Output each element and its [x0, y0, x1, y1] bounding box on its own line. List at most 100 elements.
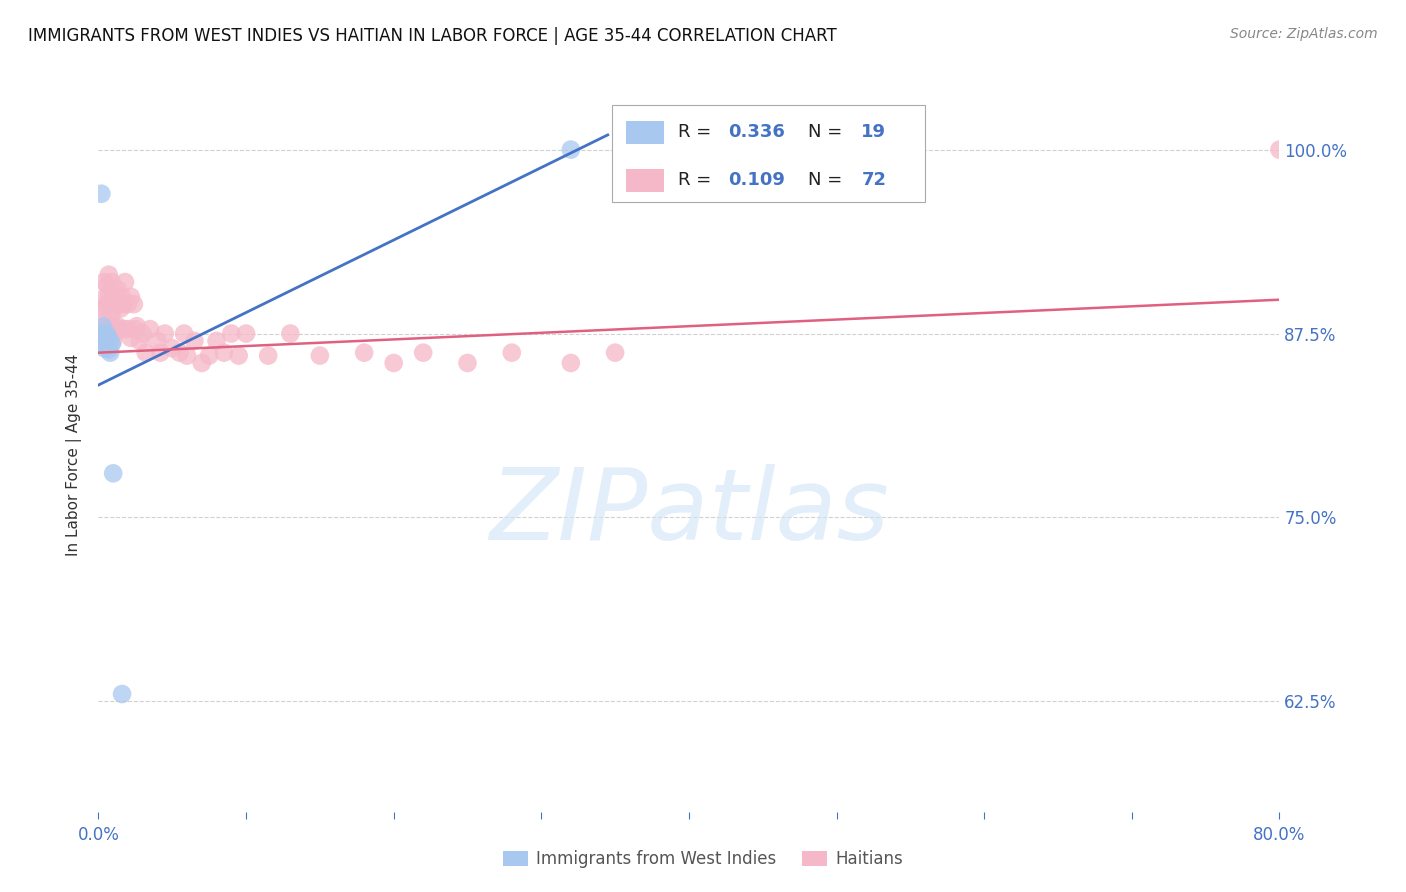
Point: [97, 343, 120, 357]
Point: [173, 326, 195, 341]
Point: [96, 297, 118, 311]
Point: [94, 334, 117, 348]
Point: [108, 297, 131, 311]
Point: [103, 467, 125, 481]
Point: [94, 333, 117, 347]
Point: [128, 334, 150, 348]
Legend: Immigrants from West Indies, Haitians: Immigrants from West Indies, Haitians: [496, 844, 910, 875]
Point: [149, 345, 172, 359]
Point: [91, 326, 114, 341]
Point: [456, 356, 478, 370]
Text: Source: ZipAtlas.com: Source: ZipAtlas.com: [1230, 27, 1378, 41]
Point: [235, 326, 257, 341]
Point: [98, 325, 121, 339]
Point: [91, 301, 114, 316]
Point: [117, 322, 139, 336]
Point: [139, 322, 162, 336]
Point: [94, 290, 117, 304]
Text: ZIPatlas: ZIPatlas: [489, 464, 889, 560]
Point: [93, 275, 115, 289]
Point: [353, 345, 375, 359]
Point: [93, 329, 115, 343]
Point: [228, 349, 250, 363]
Point: [93, 315, 115, 329]
Point: [100, 307, 122, 321]
Point: [124, 322, 146, 336]
Point: [98, 345, 121, 359]
Point: [176, 349, 198, 363]
FancyBboxPatch shape: [626, 169, 664, 192]
Point: [104, 322, 127, 336]
Text: 19: 19: [862, 123, 886, 141]
Point: [97, 324, 120, 338]
Point: [120, 290, 142, 304]
Text: R =: R =: [678, 123, 717, 141]
Point: [114, 275, 136, 289]
Point: [96, 335, 118, 350]
Point: [278, 326, 302, 341]
Point: [257, 349, 280, 363]
Point: [205, 334, 228, 348]
Point: [120, 331, 142, 345]
Point: [91, 325, 114, 339]
Point: [107, 282, 129, 296]
Point: [90, 186, 112, 201]
Point: [169, 345, 191, 359]
Point: [162, 341, 183, 355]
Point: [117, 297, 139, 311]
Point: [412, 345, 434, 359]
Text: 0.109: 0.109: [728, 171, 785, 189]
Point: [107, 319, 129, 334]
Point: [122, 297, 145, 311]
Point: [93, 341, 115, 355]
Point: [111, 290, 134, 304]
Point: [132, 326, 155, 341]
Point: [198, 349, 221, 363]
Point: [97, 290, 120, 304]
Point: [98, 334, 121, 348]
Point: [191, 356, 214, 370]
Point: [212, 345, 235, 359]
Point: [146, 334, 169, 348]
Text: N =: N =: [808, 171, 848, 189]
Point: [103, 301, 125, 316]
Point: [1268, 143, 1291, 157]
Point: [94, 300, 117, 314]
Point: [112, 297, 135, 311]
Text: 72: 72: [862, 171, 886, 189]
Point: [382, 356, 405, 370]
Point: [110, 322, 132, 336]
Point: [183, 334, 205, 348]
Point: [1298, 304, 1320, 318]
Point: [103, 334, 125, 348]
Point: [103, 319, 125, 334]
Point: [501, 345, 523, 359]
Text: 0.336: 0.336: [728, 123, 785, 141]
Point: [97, 268, 120, 282]
Point: [560, 143, 582, 157]
Point: [90, 334, 112, 348]
Point: [110, 301, 132, 316]
Point: [309, 349, 332, 363]
Text: N =: N =: [808, 123, 848, 141]
Point: [114, 322, 136, 336]
Point: [96, 277, 118, 292]
Point: [100, 336, 122, 351]
Point: [105, 325, 128, 339]
Point: [105, 297, 128, 311]
Point: [560, 356, 582, 370]
Point: [98, 297, 121, 311]
Point: [94, 340, 117, 354]
Point: [100, 275, 122, 289]
Y-axis label: In Labor Force | Age 35-44: In Labor Force | Age 35-44: [66, 354, 83, 556]
Point: [111, 687, 134, 701]
Text: IMMIGRANTS FROM WEST INDIES VS HAITIAN IN LABOR FORCE | AGE 35-44 CORRELATION CH: IMMIGRANTS FROM WEST INDIES VS HAITIAN I…: [28, 27, 837, 45]
Point: [93, 334, 115, 348]
Point: [91, 319, 114, 334]
Point: [96, 319, 118, 334]
Point: [125, 319, 148, 334]
Point: [96, 328, 118, 343]
Point: [97, 334, 120, 348]
Point: [605, 345, 627, 359]
Point: [219, 326, 242, 341]
